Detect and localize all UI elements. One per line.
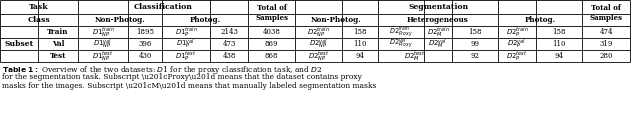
Text: Heterogeneous: Heterogeneous bbox=[407, 16, 469, 24]
Text: 868: 868 bbox=[265, 52, 278, 60]
Text: Val: Val bbox=[52, 40, 64, 48]
Text: $\mathbf{Table\ 1:}$ Overview of the two datasets: $\mathit{D}$1 for the proxy c: $\mathbf{Table\ 1:}$ Overview of the two… bbox=[2, 64, 323, 76]
Text: $D1_{NP}^{train}$: $D1_{NP}^{train}$ bbox=[92, 25, 115, 38]
Text: 110: 110 bbox=[353, 40, 367, 48]
Text: Task: Task bbox=[29, 3, 49, 11]
Text: Total of
Samples: Total of Samples bbox=[255, 4, 288, 22]
Text: Class: Class bbox=[28, 16, 51, 24]
Text: $D2_{P}^{train}$: $D2_{P}^{train}$ bbox=[506, 25, 529, 38]
Text: 474: 474 bbox=[599, 28, 612, 36]
Text: 280: 280 bbox=[599, 52, 612, 60]
Text: 2143: 2143 bbox=[220, 28, 238, 36]
Text: $D1_{NP}^{test}$: $D1_{NP}^{test}$ bbox=[92, 49, 114, 62]
Text: 319: 319 bbox=[599, 40, 612, 48]
Text: $D2_{M}^{train}$: $D2_{M}^{train}$ bbox=[426, 25, 449, 38]
Text: 99: 99 bbox=[470, 40, 479, 48]
Text: 110: 110 bbox=[552, 40, 566, 48]
Text: $D1_{P}^{val}$: $D1_{P}^{val}$ bbox=[177, 37, 196, 51]
Text: $D2_{NP}^{test}$: $D2_{NP}^{test}$ bbox=[308, 49, 329, 62]
Text: $D2_{Proxy}^{train}$: $D2_{Proxy}^{train}$ bbox=[389, 25, 413, 39]
Text: 1895: 1895 bbox=[136, 28, 154, 36]
Text: Subset: Subset bbox=[4, 40, 34, 48]
Text: 158: 158 bbox=[552, 28, 566, 36]
Text: 158: 158 bbox=[353, 28, 367, 36]
Text: Photog.: Photog. bbox=[189, 16, 221, 24]
Text: for the segmentation task. Subscript \u201cProxy\u201d means that the dataset co: for the segmentation task. Subscript \u2… bbox=[2, 73, 362, 81]
Text: 473: 473 bbox=[222, 40, 236, 48]
Text: $D1_{P}^{test}$: $D1_{P}^{test}$ bbox=[175, 49, 196, 62]
Text: $D2_{M}^{test}$: $D2_{M}^{test}$ bbox=[404, 49, 426, 62]
Text: 92: 92 bbox=[470, 52, 479, 60]
Text: masks for the images. Subscript \u201cM\u201d means that manually labeled segmen: masks for the images. Subscript \u201cM\… bbox=[2, 82, 376, 90]
Text: Train: Train bbox=[47, 28, 68, 36]
Text: 438: 438 bbox=[222, 52, 236, 60]
Text: Classification: Classification bbox=[134, 3, 193, 11]
Text: $D2_{P}^{test}$: $D2_{P}^{test}$ bbox=[506, 49, 528, 62]
Text: 4038: 4038 bbox=[262, 28, 280, 36]
Text: 94: 94 bbox=[554, 52, 563, 60]
Text: $D2_{NP}^{val}$: $D2_{NP}^{val}$ bbox=[309, 37, 328, 51]
Text: Total of
Samples: Total of Samples bbox=[589, 4, 623, 22]
Text: Photog.: Photog. bbox=[524, 16, 556, 24]
Text: Test: Test bbox=[50, 52, 67, 60]
Text: 869: 869 bbox=[265, 40, 278, 48]
Text: 430: 430 bbox=[138, 52, 152, 60]
Text: $D2_{P}^{val}$: $D2_{P}^{val}$ bbox=[508, 37, 527, 51]
Text: $D2_{Proxy}^{val}$: $D2_{Proxy}^{val}$ bbox=[389, 37, 413, 51]
Text: Segmentation: Segmentation bbox=[408, 3, 468, 11]
Text: Non-Photog.: Non-Photog. bbox=[95, 16, 145, 24]
Text: $D2_{M}^{val}$: $D2_{M}^{val}$ bbox=[428, 37, 447, 51]
Text: 158: 158 bbox=[468, 28, 482, 36]
Text: 396: 396 bbox=[138, 40, 152, 48]
Text: $D1_{P}^{train}$: $D1_{P}^{train}$ bbox=[175, 25, 198, 38]
Text: 94: 94 bbox=[355, 52, 365, 60]
Text: $D1_{NP}^{val}$: $D1_{NP}^{val}$ bbox=[93, 37, 113, 51]
Text: Non-Photog.: Non-Photog. bbox=[311, 16, 362, 24]
Text: $D2_{NP}^{train}$: $D2_{NP}^{train}$ bbox=[307, 25, 330, 38]
